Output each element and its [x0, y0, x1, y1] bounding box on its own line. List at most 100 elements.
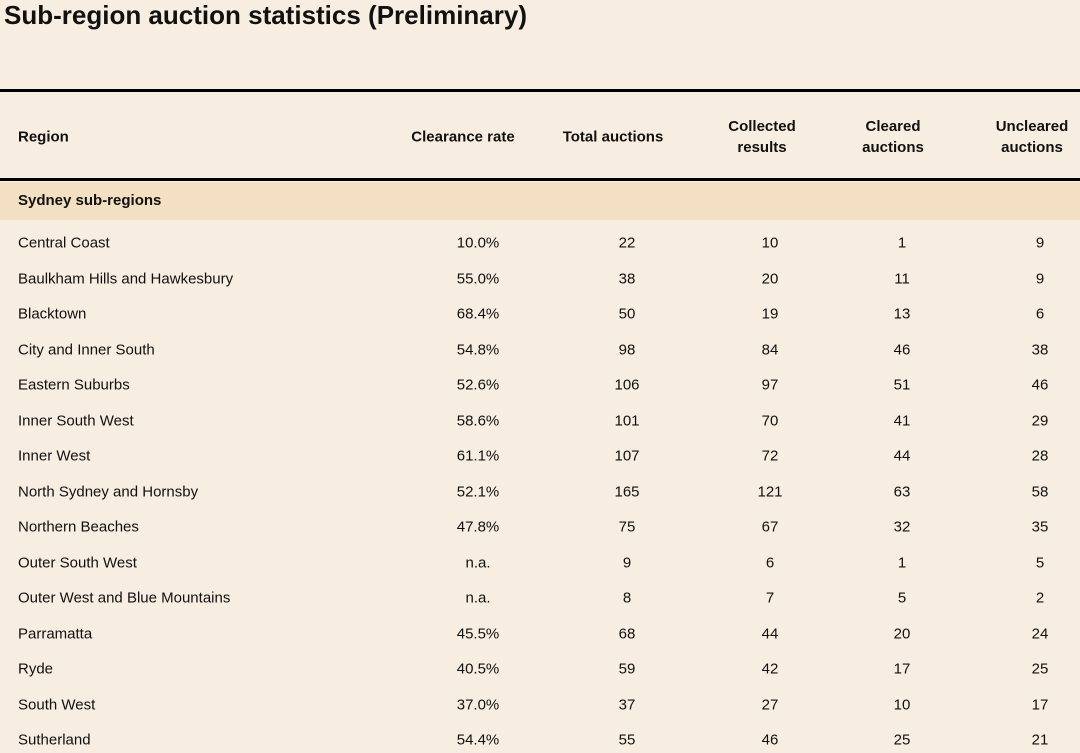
table-cell: 55	[618, 731, 636, 749]
table-cell: 13	[893, 305, 911, 323]
table-cell: 9	[1035, 234, 1045, 252]
table-cell: 21	[1031, 731, 1049, 749]
table-cell: 37	[618, 696, 636, 713]
table-cell: 42	[761, 660, 779, 678]
table-cell: 1	[897, 554, 907, 571]
table-cell: 5	[897, 589, 907, 607]
section-row: Sydney sub-regions	[0, 182, 1080, 220]
table-cell: 25	[893, 731, 911, 749]
table-cell: 25	[1031, 660, 1049, 678]
region-name: Eastern Suburbs	[18, 376, 130, 394]
table-cell: 98	[618, 341, 636, 358]
region-name: Sutherland	[18, 731, 91, 749]
column-header: Region	[18, 128, 69, 146]
table-cell: 41	[893, 412, 911, 429]
table-cell: 46	[893, 341, 911, 358]
table-cell: 45.5%	[456, 625, 500, 642]
table-cell: 46	[761, 731, 779, 749]
top-rule	[0, 89, 1080, 92]
table-cell: 52.6%	[456, 376, 500, 394]
table-cell: 19	[761, 305, 779, 323]
table-cell: 20	[761, 270, 779, 287]
table-cell: 35	[1031, 518, 1049, 536]
region-name: Blacktown	[18, 305, 87, 323]
column-header: Total auctions	[562, 128, 664, 146]
column-header: Clearance rate	[411, 128, 515, 146]
table-cell: 50	[618, 305, 636, 323]
region-name: Inner South West	[18, 412, 134, 429]
table-cell: 52.1%	[456, 483, 500, 500]
table-cell: 84	[761, 341, 779, 358]
header-rule	[0, 178, 1080, 181]
table-cell: 20	[893, 625, 911, 642]
table-cell: 38	[618, 270, 636, 287]
table-cell: 68.4%	[456, 305, 500, 323]
table-cell: 9	[622, 554, 632, 571]
table-cell: 10	[893, 696, 911, 713]
table-cell: 10	[761, 234, 779, 252]
page-title: Sub-region auction statistics (Prelimina…	[4, 0, 527, 30]
table-cell: 6	[765, 554, 775, 571]
table-cell: 47.8%	[456, 518, 500, 536]
table-cell: 8	[622, 589, 632, 607]
table-cell: 46	[1031, 376, 1049, 394]
column-header: Cleared auctions	[862, 118, 924, 156]
table-cell: 28	[1031, 447, 1049, 465]
table-cell: 97	[761, 376, 779, 394]
region-name: Inner West	[18, 447, 91, 465]
table-cell: 29	[1031, 412, 1049, 429]
region-name: North Sydney and Hornsby	[18, 483, 199, 500]
table-cell: 121	[757, 483, 783, 500]
table-cell: 44	[761, 625, 779, 642]
table-cell: 67	[761, 518, 779, 536]
region-name: South West	[18, 696, 96, 713]
region-name: Parramatta	[18, 625, 93, 642]
table-cell: 40.5%	[456, 660, 500, 678]
table-cell: 58	[1031, 483, 1049, 500]
table-cell: 9	[1035, 270, 1045, 287]
column-header: Uncleared auctions	[995, 118, 1069, 156]
region-name: Ryde	[18, 660, 54, 678]
table-cell: 6	[1035, 305, 1045, 323]
table-cell: 7	[765, 589, 775, 607]
region-name: City and Inner South	[18, 341, 155, 358]
table-cell: 32	[893, 518, 911, 536]
table-cell: n.a.	[465, 589, 491, 607]
table-cell: 165	[614, 483, 640, 500]
region-name: Baulkham Hills and Hawkesbury	[18, 270, 234, 287]
table-cell: 70	[761, 412, 779, 429]
table-cell: 37.0%	[456, 696, 500, 713]
table-cell: 72	[761, 447, 779, 465]
table-cell: 75	[618, 518, 636, 536]
table-cell: 24	[1031, 625, 1049, 642]
table-cell: n.a.	[465, 554, 491, 571]
table-cell: 2	[1035, 589, 1045, 607]
table-cell: 106	[614, 376, 640, 394]
table-cell: 44	[893, 447, 911, 465]
table-cell: 10.0%	[456, 234, 500, 252]
table-cell: 68	[618, 625, 636, 642]
table-cell: 107	[614, 447, 640, 465]
table-cell: 17	[893, 660, 911, 678]
table-cell: 54.8%	[456, 341, 500, 358]
table-cell: 51	[893, 376, 911, 394]
table-cell: 5	[1035, 554, 1045, 571]
region-name: Northern Beaches	[18, 518, 139, 536]
section-label: Sydney sub-regions	[18, 192, 162, 209]
table-cell: 54.4%	[456, 731, 500, 749]
table-cell: 38	[1031, 341, 1049, 358]
table-cell: 61.1%	[456, 447, 500, 465]
table-cell: 58.6%	[456, 412, 500, 429]
table-cell: 55.0%	[456, 270, 500, 287]
table-cell: 11	[894, 270, 910, 287]
region-name: Central Coast	[18, 234, 110, 252]
table-cell: 63	[893, 483, 911, 500]
region-name: Outer South West	[18, 554, 137, 571]
region-name: Outer West and Blue Mountains	[18, 589, 231, 607]
table-cell: 101	[614, 412, 640, 429]
table-cell: 27	[761, 696, 779, 713]
table-cell: 1	[897, 234, 907, 252]
table-cell: 59	[618, 660, 636, 678]
table-cell: 17	[1031, 696, 1049, 713]
